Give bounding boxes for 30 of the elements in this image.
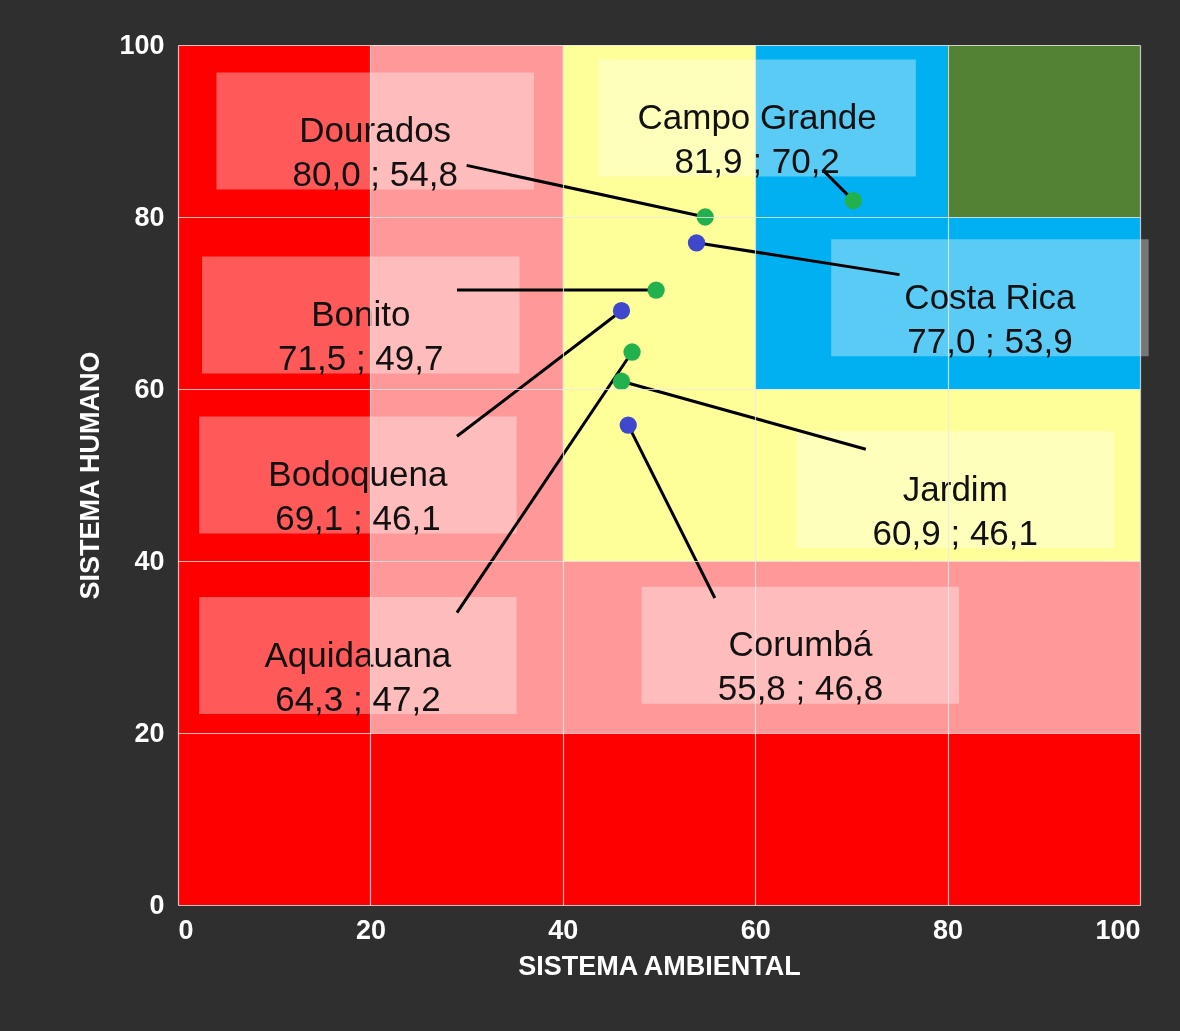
x-tick-label: 60 <box>740 914 771 945</box>
y-tick-label: 40 <box>134 545 165 576</box>
x-tick-label: 40 <box>548 914 579 945</box>
point <box>623 343 641 361</box>
x-axis-title: SISTEMA AMBIENTAL <box>518 950 801 981</box>
x-tick-label: 100 <box>1095 914 1141 945</box>
y-tick-label: 20 <box>134 717 165 748</box>
y-tick-label: 80 <box>134 201 165 232</box>
annotation: Costa Rica 77,0 ; 53,9 <box>904 276 1077 360</box>
annotation: Bodoquena 69,1 ; 46,1 <box>268 454 448 537</box>
x-tick-label: 80 <box>933 914 964 945</box>
annotation: Corumbá 55,8 ; 46,8 <box>717 624 884 708</box>
annotation: Bonito 71,5 ; 49,7 <box>278 294 444 378</box>
y-tick-label: 100 <box>119 29 165 60</box>
y-tick-label: 60 <box>134 373 165 404</box>
x-tick-label: 0 <box>178 914 194 945</box>
point <box>612 372 631 390</box>
annotation: Jardim 60,9 ; 46,1 <box>872 468 1039 552</box>
point <box>687 234 706 252</box>
point <box>619 416 637 434</box>
point <box>696 208 714 226</box>
point <box>612 302 631 320</box>
x-tick-label: 20 <box>355 914 386 945</box>
point <box>844 192 862 210</box>
annotation: Campo Grande 81,9 ; 70,2 <box>637 97 877 181</box>
annotation: Dourados 80,0 ; 54,8 <box>292 110 458 193</box>
y-axis-title: SISTEMA HUMANO <box>75 351 106 600</box>
annotation: Aquidauana 64,3 ; 47,2 <box>264 634 452 718</box>
point <box>647 281 665 299</box>
y-tick-label: 0 <box>149 889 165 920</box>
